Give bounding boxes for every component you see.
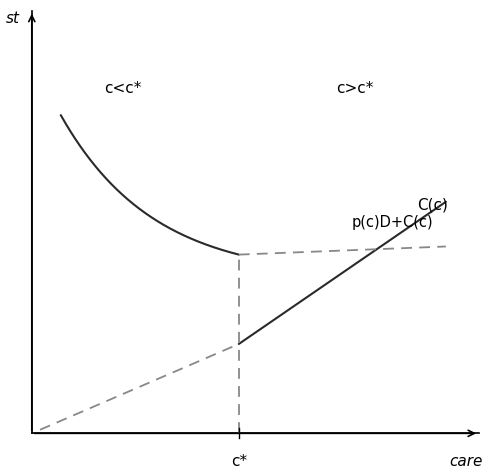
Text: c<c*: c<c* — [104, 81, 142, 96]
Text: C(c): C(c) — [417, 198, 448, 213]
Text: st: st — [5, 11, 20, 26]
Text: c>c*: c>c* — [336, 81, 373, 96]
Text: p(c)D+C(c): p(c)D+C(c) — [352, 215, 433, 230]
Text: care: care — [450, 454, 483, 469]
Text: c*: c* — [231, 454, 247, 469]
